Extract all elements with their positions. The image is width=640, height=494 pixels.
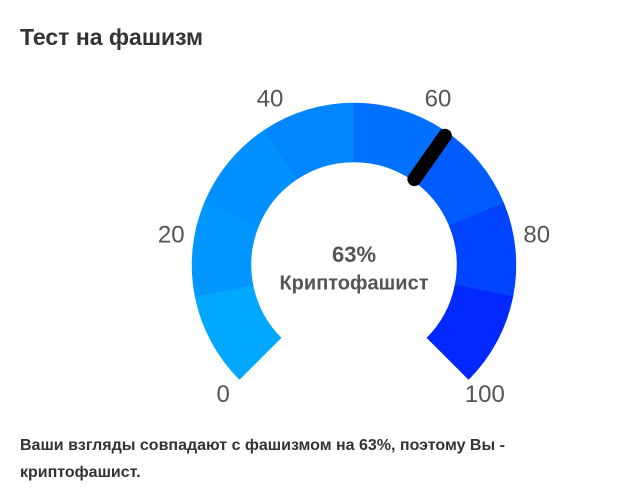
tick-label: 100 [465,381,505,408]
tick-label: 60 [425,86,452,113]
tick-label: 40 [257,86,284,113]
gauge-band [426,284,514,380]
value-label: 63% [332,242,376,267]
category-label: Криптофашист [279,272,428,294]
footer-text: Ваши взгляды совпадают с фашизмом на 63%… [20,437,505,481]
chart: 0 20 40 60 80 100 63% Криптофашист [158,86,550,409]
tick-label: 80 [523,221,550,248]
gauge-band [194,284,282,380]
chart-title: Тест на фашизм [20,24,204,50]
tick-label: 0 [217,381,230,408]
tick-label: 20 [158,221,185,248]
needle [407,128,452,187]
